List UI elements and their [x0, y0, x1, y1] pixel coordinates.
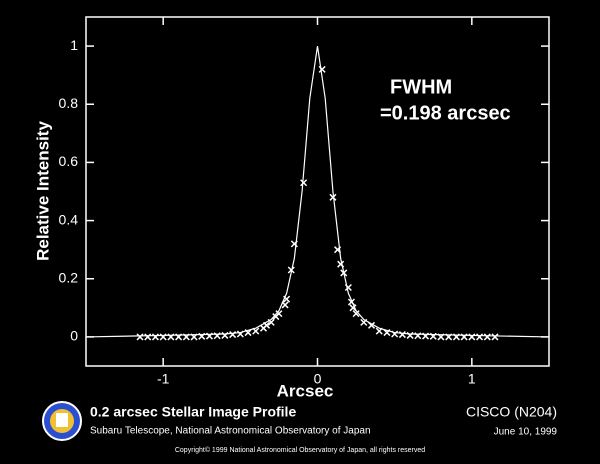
data-point [281, 301, 289, 309]
data-point [244, 329, 252, 337]
data-point [375, 327, 383, 335]
data-point [267, 318, 275, 326]
x-tick-label: 1 [468, 371, 476, 387]
data-point [344, 283, 352, 292]
data-point [136, 333, 144, 341]
data-point [182, 333, 190, 341]
data-point [383, 329, 391, 337]
data-point [352, 310, 360, 318]
data-point [221, 331, 229, 339]
data-point [391, 330, 399, 338]
data-point [452, 333, 460, 341]
data-point [167, 333, 175, 341]
y-axis-label: Relative Intensity [33, 121, 52, 261]
data-point [213, 332, 221, 340]
data-point [272, 313, 280, 321]
data-point [437, 333, 445, 341]
data-point [367, 321, 376, 329]
data-point [318, 65, 326, 73]
data-point [236, 330, 244, 338]
data-point [429, 332, 437, 340]
data-point [175, 333, 183, 341]
y-tick-label: 0.6 [59, 153, 79, 169]
data-point [445, 333, 453, 341]
logo [42, 401, 82, 441]
data-point [360, 318, 368, 326]
annotation: FWHM [390, 76, 452, 98]
data-point [340, 269, 348, 277]
logo-telescope [56, 413, 68, 427]
y-tick-label: 0.8 [59, 95, 79, 111]
data-point [290, 240, 298, 248]
data-point [483, 333, 491, 341]
data-point [337, 260, 345, 268]
y-tick-label: 1 [70, 37, 78, 53]
footer-title: 0.2 arcsec Stellar Image Profile [90, 404, 296, 420]
data-point [205, 332, 213, 340]
data-point [252, 327, 260, 335]
data-point [468, 333, 476, 341]
data-point [460, 333, 468, 341]
data-point [398, 331, 406, 339]
data-point [349, 304, 357, 312]
annotation: =0.198 arcsec [380, 102, 511, 124]
data-point [334, 246, 342, 254]
data-point [422, 332, 430, 340]
x-tick-label: 0 [314, 371, 322, 387]
data-point [283, 295, 291, 303]
footer-subtitle: Subaru Telescope, National Astronomical … [90, 426, 371, 437]
data-point [151, 333, 159, 341]
data-point [198, 332, 206, 340]
data-point [414, 332, 422, 340]
data-point [190, 333, 198, 341]
data-point [144, 333, 152, 341]
data-point [329, 193, 337, 201]
data-point [347, 298, 355, 306]
y-tick-label: 0.2 [59, 269, 79, 285]
y-tick-label: 0 [70, 328, 78, 344]
x-axis-label: Arcsec [277, 381, 334, 400]
data-point [406, 331, 414, 339]
data-point [287, 266, 295, 274]
data-point [159, 333, 167, 341]
data-point [229, 331, 237, 339]
instrument: CISCO (N204) [466, 404, 557, 420]
date: June 10, 1999 [494, 427, 558, 438]
data-point [476, 333, 484, 341]
data-point [300, 179, 308, 187]
y-tick-label: 0.4 [59, 211, 79, 227]
x-tick-label: -1 [157, 371, 170, 387]
data-point [491, 333, 499, 341]
data-point [259, 324, 268, 332]
copyright: Copyright© 1999 National Astronomical Ob… [175, 446, 425, 454]
